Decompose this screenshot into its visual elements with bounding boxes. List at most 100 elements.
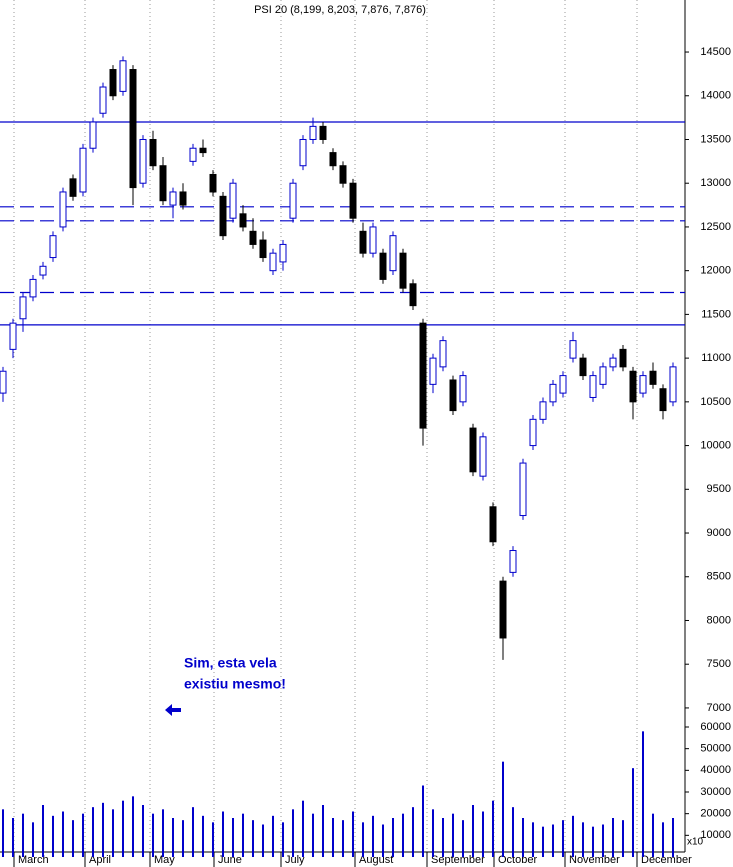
candle-body xyxy=(299,138,307,167)
volume-bar xyxy=(572,815,574,857)
candle-body xyxy=(569,340,577,359)
arrow xyxy=(165,704,181,716)
volume-unit: x10 xyxy=(687,837,704,848)
candle-body xyxy=(89,121,97,149)
x-tick-label: August xyxy=(359,854,393,866)
candle-body xyxy=(549,383,557,403)
volume-bar xyxy=(352,811,354,857)
volume-bar xyxy=(92,807,94,857)
volume-bar xyxy=(192,807,194,857)
x-tick-label: June xyxy=(218,854,242,866)
candle-body xyxy=(419,322,427,429)
y-tick-label: 12000 xyxy=(700,265,731,277)
volume-bar xyxy=(462,820,464,857)
volume-bar xyxy=(12,818,14,857)
volume-bar xyxy=(552,824,554,857)
volume-bar xyxy=(1,809,4,857)
candle-body xyxy=(579,357,587,377)
candle-body xyxy=(359,230,367,254)
candle-body xyxy=(459,375,467,403)
candle-body xyxy=(289,182,297,219)
volume-bar xyxy=(72,820,74,857)
volume-bar xyxy=(152,813,154,857)
x-tick-label: April xyxy=(89,854,111,866)
x-tick-label: March xyxy=(18,854,49,866)
volume-bar xyxy=(112,809,114,857)
candle-body xyxy=(229,182,237,219)
volume-bar xyxy=(222,811,224,857)
y2-tick-label: 40000 xyxy=(700,764,731,776)
volume-bar xyxy=(202,815,204,857)
volume-bar xyxy=(482,811,484,857)
volume-bar xyxy=(562,820,564,857)
candle-body xyxy=(609,357,617,368)
y-tick-label: 8000 xyxy=(707,614,731,626)
volume-bar xyxy=(372,815,374,857)
volume-bar xyxy=(632,768,634,857)
volume-bar xyxy=(292,809,294,857)
y-tick-label: 7500 xyxy=(707,658,731,670)
candle-body xyxy=(389,235,397,272)
volume-bar xyxy=(32,822,34,857)
candle-body xyxy=(559,375,567,394)
x-tick-label: September xyxy=(431,854,485,866)
volume-bar xyxy=(162,809,164,857)
candle-body xyxy=(429,357,437,385)
y-tick-label: 7000 xyxy=(707,702,731,714)
volume-bar xyxy=(532,822,534,857)
volume-bar xyxy=(642,731,644,857)
y2-tick-label: 50000 xyxy=(700,743,731,755)
volume-bar xyxy=(102,802,104,857)
volume-bar xyxy=(592,826,594,857)
candle-body xyxy=(259,239,267,259)
candle-body xyxy=(379,252,387,280)
annotation: existiu mesmo! xyxy=(184,676,286,692)
volume-bar xyxy=(302,800,304,857)
candle-body xyxy=(49,235,57,259)
y-tick-label: 11500 xyxy=(701,308,731,320)
x-tick-label: May xyxy=(154,854,175,866)
candle-body xyxy=(449,379,457,412)
y-tick-label: 14500 xyxy=(700,46,731,58)
y-tick-label: 8500 xyxy=(707,571,731,583)
candle-body xyxy=(659,388,667,412)
volume-bar xyxy=(672,818,674,857)
x-tick-label: October xyxy=(498,854,537,866)
candle-body xyxy=(149,138,157,167)
volume-bar xyxy=(282,822,284,857)
y-tick-label: 11000 xyxy=(701,352,731,364)
volume-bar xyxy=(122,800,124,857)
y2-tick-label: 30000 xyxy=(700,786,731,798)
volume-bar xyxy=(232,818,234,857)
volume-bar xyxy=(62,811,64,857)
volume-bar xyxy=(392,818,394,857)
candle-body xyxy=(69,178,77,197)
volume-bar xyxy=(22,813,24,857)
candle-body xyxy=(529,418,537,447)
y-tick-label: 10000 xyxy=(700,439,731,451)
candle-body xyxy=(9,322,17,350)
volume-bar xyxy=(512,807,514,857)
volume-bar xyxy=(142,805,144,857)
candle-body xyxy=(79,147,87,193)
volume-bar xyxy=(182,820,184,857)
candle-body xyxy=(399,252,407,289)
volume-bar xyxy=(322,805,324,857)
volume-bar xyxy=(242,813,244,857)
candle-body xyxy=(199,147,207,154)
candle-body xyxy=(209,173,217,193)
volume-bar xyxy=(442,818,444,857)
volume-bar xyxy=(172,818,174,857)
y-tick-label: 9000 xyxy=(707,527,731,539)
volume-bar xyxy=(272,815,274,857)
volume-bar xyxy=(602,824,604,857)
candle-body xyxy=(139,138,147,184)
x-tick-label: November xyxy=(569,854,620,866)
candle-body xyxy=(589,375,597,398)
y-tick-label: 14000 xyxy=(700,90,731,102)
candle-body xyxy=(619,348,627,368)
volume-bar xyxy=(42,805,44,857)
volume-bar xyxy=(382,824,384,857)
